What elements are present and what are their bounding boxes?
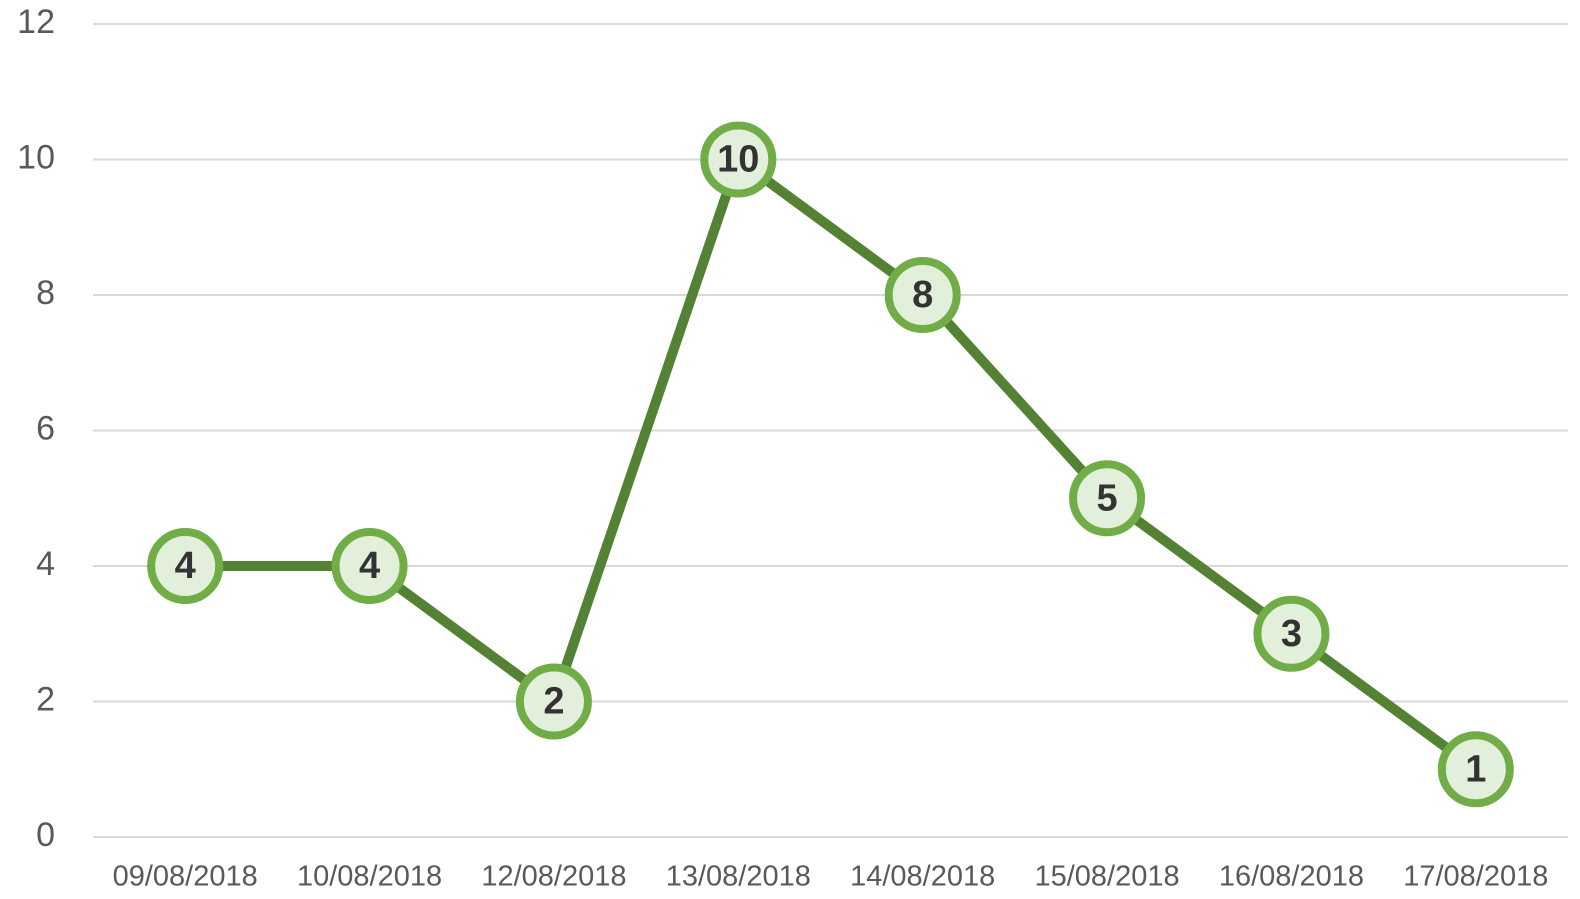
x-tick-label: 10/08/2018 <box>297 861 442 893</box>
data-label: 5 <box>1096 477 1117 519</box>
y-tick-label: 2 <box>36 680 55 718</box>
y-tick-label: 8 <box>36 274 55 312</box>
x-tick-label: 12/08/2018 <box>481 861 626 893</box>
x-tick-label: 13/08/2018 <box>666 861 811 893</box>
x-tick-label: 15/08/2018 <box>1034 861 1179 893</box>
marker <box>1253 595 1330 672</box>
marker <box>147 528 224 604</box>
data-label: 1 <box>1465 748 1486 790</box>
y-tick-label: 10 <box>17 138 55 176</box>
data-label: 8 <box>912 274 933 316</box>
y-tick-label: 4 <box>36 545 55 583</box>
data-label: 2 <box>543 681 564 723</box>
marker <box>331 528 408 604</box>
marker <box>700 121 777 198</box>
marker <box>515 663 592 740</box>
y-tick-label: 6 <box>36 409 55 447</box>
x-tick-label: 17/08/2018 <box>1403 861 1548 893</box>
marker <box>1069 460 1146 537</box>
data-label: 10 <box>717 139 759 181</box>
data-label: 4 <box>359 545 380 587</box>
y-tick-label: 12 <box>17 3 55 41</box>
marker <box>884 257 961 333</box>
x-tick-label: 09/08/2018 <box>113 861 258 893</box>
line <box>185 154 1479 774</box>
data-label: 3 <box>1281 613 1302 655</box>
marker <box>1437 731 1514 808</box>
data-label: 4 <box>175 545 196 587</box>
y-tick-label: 0 <box>36 816 55 854</box>
x-tick-label: 16/08/2018 <box>1219 861 1364 893</box>
x-tick-label: 14/08/2018 <box>850 861 995 893</box>
